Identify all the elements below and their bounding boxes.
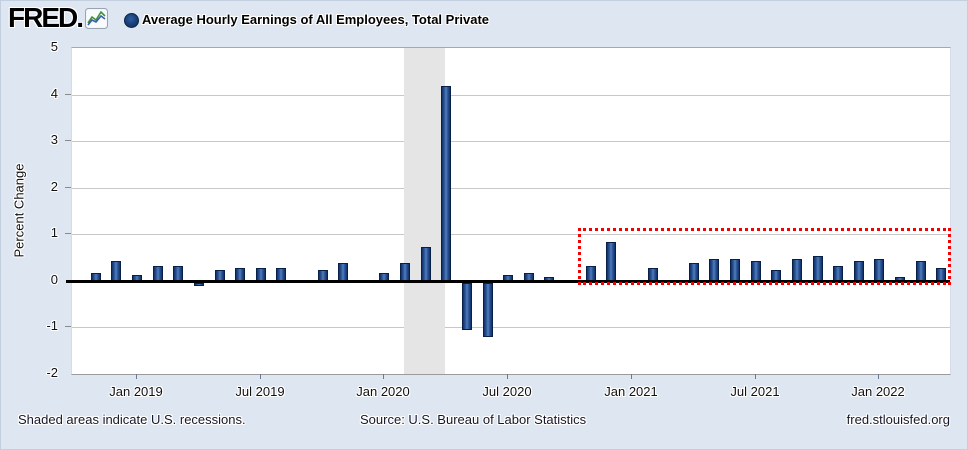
y-axis-label-0: 0 — [50, 272, 58, 287]
y-axis-label--2: -2 — [46, 365, 58, 380]
y-axis-tick-1 — [65, 233, 71, 234]
x-axis-label-jan-2019: Jan 2019 — [109, 384, 163, 399]
x-axis-tick-jan-2022 — [878, 374, 879, 379]
gridline-2 — [72, 188, 950, 189]
y-axis-label-1: 1 — [50, 225, 58, 240]
y-axis-title: Percent Change — [11, 163, 27, 258]
x-axis-label-jan-2021: Jan 2021 — [604, 384, 658, 399]
y-axis-tick-3 — [65, 140, 71, 141]
series-legend-dot — [124, 13, 139, 28]
x-axis-label-jul-2020: Jul 2020 — [482, 384, 532, 399]
y-axis-label-5: 5 — [50, 39, 58, 54]
highlight-box — [578, 228, 951, 285]
gridline-4 — [72, 95, 950, 96]
x-axis-tick-jan-2020 — [383, 374, 384, 379]
fred-sparkline-icon — [85, 8, 108, 34]
fred-logo[interactable]: FRED. — [8, 2, 84, 33]
bar-jun-2020[interactable] — [483, 283, 493, 337]
x-axis-label-jul-2021: Jul 2021 — [730, 384, 780, 399]
gridline--1 — [72, 327, 950, 328]
y-axis-label-3: 3 — [50, 132, 58, 147]
y-axis-tick-2 — [65, 187, 71, 188]
bar-apr-2020[interactable] — [441, 86, 451, 282]
bar-mar-2020[interactable] — [421, 247, 431, 282]
gridline-1 — [72, 234, 950, 235]
fred-site-link[interactable]: fred.stlouisfed.org — [846, 412, 950, 427]
x-axis-tick-jul-2020 — [507, 374, 508, 379]
series-legend-label: Average Hourly Earnings of All Employees… — [142, 12, 490, 27]
source-note: Source: U.S. Bureau of Labor Statistics — [360, 412, 587, 427]
bar-may-2020[interactable] — [462, 283, 472, 330]
plot-area[interactable] — [66, 47, 951, 375]
recession-note: Shaded areas indicate U.S. recessions. — [18, 412, 246, 427]
x-axis-tick-jul-2021 — [755, 374, 756, 379]
y-axis-tick-4 — [65, 94, 71, 95]
gridline-3 — [72, 141, 950, 142]
x-axis-label-jan-2020: Jan 2020 — [356, 384, 410, 399]
x-axis-tick-jul-2019 — [260, 374, 261, 379]
y-axis-label-4: 4 — [50, 86, 58, 101]
bar-apr-2019[interactable] — [194, 283, 204, 286]
zero-axis-line — [66, 280, 950, 283]
y-axis-label--1: -1 — [46, 318, 58, 333]
y-axis-label-2: 2 — [50, 179, 58, 194]
x-axis-tick-jan-2021 — [631, 374, 632, 379]
recession-band — [404, 48, 445, 374]
x-axis-tick-jan-2019 — [136, 374, 137, 379]
bar-dec-2018[interactable] — [111, 261, 121, 282]
x-axis-label-jan-2022: Jan 2022 — [851, 384, 905, 399]
y-axis-tick--1 — [65, 326, 71, 327]
x-axis-label-jul-2019: Jul 2019 — [235, 384, 285, 399]
